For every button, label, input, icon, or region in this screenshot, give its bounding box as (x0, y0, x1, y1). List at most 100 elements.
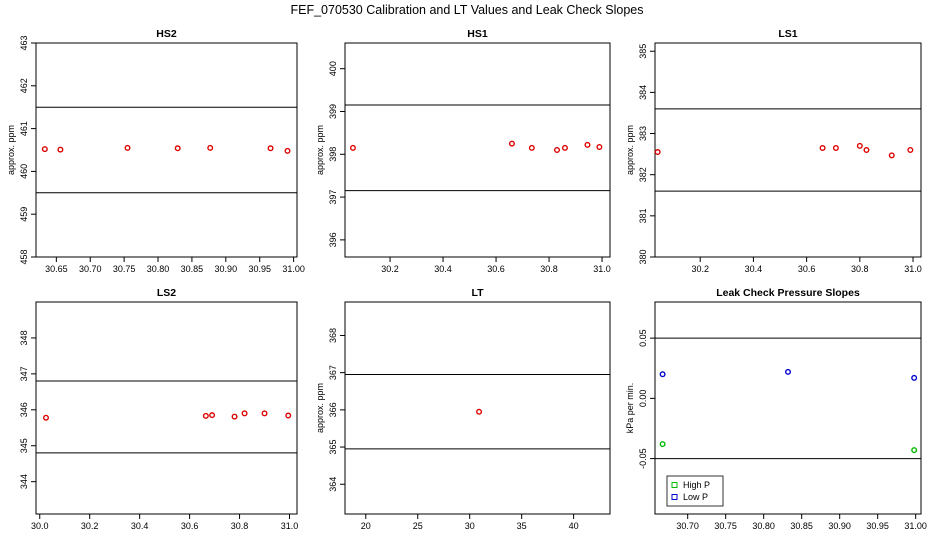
panel-ls2-point-0-6 (285, 412, 292, 419)
panel-hs2-point-0-6 (284, 147, 291, 154)
panel-hs1-point-0-2 (528, 144, 535, 151)
panel-leak-check-pressure-slopes-legend: High P Low P (666, 475, 724, 507)
panel-ls2-point-0-3 (231, 413, 238, 420)
panel-ls2-title: LS2 (157, 287, 176, 299)
panel-ls1-xtick-label-1: 30.4 (745, 264, 763, 274)
panel-hs1: HS1 30.2 30.4 30.6 30.8 31.0 396 397 398 399 400 ap… (315, 28, 611, 274)
panel-hs2-xtick-label-5: 30.90 (215, 264, 238, 274)
panel-ls2-ytick-label-2: 346 (19, 402, 29, 417)
panel-hs2-xtick-label-1: 30.70 (79, 264, 102, 274)
panel-ls2-xtick-label-5: 31.0 (281, 521, 299, 531)
panel-hs1-ytick-label-3: 399 (328, 104, 338, 119)
panel-ls1-xtick-label-4: 31.0 (904, 264, 922, 274)
panel-leak-check-pressure-slopes-legend-label-1: Low P (683, 492, 708, 502)
panel-hs2-ytick-label-1: 459 (19, 207, 29, 222)
panel-leak-check-pressure-slopes-legend-box (666, 475, 724, 507)
panel-ls1-point-0-0 (654, 149, 661, 156)
panel-lt-ytick-label-0: 364 (328, 477, 338, 492)
panel-ls1-xtick-label-0: 30.2 (691, 264, 709, 274)
panel-hs1-point-0-3 (554, 146, 561, 153)
panel-ls1-ytick-label-3: 383 (638, 126, 648, 141)
panel-ls2-point-0-1 (202, 412, 209, 419)
panel-hs1-frame (344, 42, 611, 258)
panel-ls2-xtick-label-2: 30.4 (131, 521, 149, 531)
panel-leak-check-pressure-slopes-point-1-0 (659, 371, 666, 378)
panel-ls1-xtick-label-3: 30.8 (851, 264, 869, 274)
panel-hs2-xtick-label-0: 30.65 (45, 264, 68, 274)
panel-hs1-point-0-5 (584, 141, 591, 148)
panel-hs1-point-0-4 (561, 144, 568, 151)
panel-hs2-title: HS2 (156, 28, 177, 40)
panel-hs2-ytick-label-5: 463 (19, 35, 29, 50)
panel-lt-xtick-label-1: 25 (413, 521, 423, 531)
panel-ls1-frame (654, 42, 922, 258)
panel-leak-check-pressure-slopes-xtick-label-6: 31.00 (904, 521, 927, 531)
panel-ls1-point-0-6 (907, 146, 914, 153)
panel-ls2-point-0-5 (261, 410, 268, 417)
panel-ls1-point-0-2 (832, 144, 839, 151)
panel-lt-frame (344, 301, 611, 515)
panel-hs1-ytick-label-4: 400 (328, 61, 338, 76)
panel-lt-ylabel: approx. ppm (315, 383, 325, 433)
panel-lt-point-0-0 (476, 408, 483, 415)
panel-lt-xtick-label-0: 20 (361, 521, 371, 531)
panel-leak-check-pressure-slopes-ylabel: kPa per min. (625, 383, 635, 434)
panel-hs1-xtick-label-1: 30.4 (434, 264, 452, 274)
panel-lt-title: LT (471, 287, 484, 299)
panel-lt-ytick-label-2: 366 (328, 402, 338, 417)
panel-lt: LT 20 25 30 35 40 364 365 366 367 368 approx. ppm (315, 287, 611, 531)
panel-hs1-xtick-label-3: 30.8 (540, 264, 558, 274)
panel-hs2-point-0-2 (124, 144, 131, 151)
page-title: FEF_070530 Calibration and LT Values and… (290, 3, 643, 17)
panel-hs2-point-0-5 (267, 145, 274, 152)
panel-leak-check-pressure-slopes-xtick-label-0: 30.70 (676, 521, 699, 531)
panel-ls1-ytick-label-4: 384 (638, 85, 648, 100)
panel-ls1-xtick-label-2: 30.6 (798, 264, 816, 274)
panel-ls2-point-0-0 (42, 414, 49, 421)
panel-leak-check-pressure-slopes-point-1-2 (911, 374, 918, 381)
panel-ls2-xtick-label-3: 30.6 (181, 521, 199, 531)
panel-leak-check-pressure-slopes-point-0-1 (911, 447, 918, 454)
panel-ls2-ytick-label-1: 345 (19, 438, 29, 453)
panel-ls2-xtick-label-4: 30.8 (231, 521, 249, 531)
panel-hs2-xtick-label-4: 30.85 (181, 264, 204, 274)
panel-hs1-ylabel: approx. ppm (315, 125, 325, 175)
panel-hs1-point-0-1 (508, 140, 515, 147)
panel-lt-ytick-label-3: 367 (328, 365, 338, 380)
panel-leak-check-pressure-slopes-title: Leak Check Pressure Slopes (716, 287, 860, 299)
panel-hs2-point-0-4 (207, 144, 214, 151)
panel-hs2-ytick-label-2: 460 (19, 164, 29, 179)
panel-ls1-point-0-1 (819, 144, 826, 151)
panel-hs2-ytick-label-4: 462 (19, 78, 29, 93)
panel-ls1-ytick-label-5: 385 (638, 44, 648, 59)
panel-ls1-point-0-5 (888, 152, 895, 159)
panel-ls1-ylabel: approx. ppm (625, 125, 635, 175)
panel-hs1-xtick-label-0: 30.2 (381, 264, 399, 274)
panel-ls1-title: LS1 (778, 28, 797, 40)
panel-leak-check-pressure-slopes-ytick-label-1: 0.00 (638, 390, 648, 408)
panel-leak-check-pressure-slopes-xtick-label-3: 30.85 (790, 521, 813, 531)
panel-hs2-point-0-1 (57, 146, 64, 153)
panel-hs1-point-0-6 (596, 144, 603, 151)
panel-lt-xtick-label-2: 30 (465, 521, 475, 531)
panel-leak-check-pressure-slopes-frame (654, 301, 922, 515)
panel-hs2-xtick-label-7: 31.00 (282, 264, 305, 274)
panel-ls1-point-0-4 (863, 146, 870, 153)
panel-leak-check-pressure-slopes-xtick-label-4: 30.90 (828, 521, 851, 531)
panel-hs1-title: HS1 (467, 28, 488, 40)
panel-ls2-point-0-4 (241, 410, 248, 417)
panel-ls2-ytick-label-0: 344 (19, 474, 29, 489)
panel-hs2-xtick-label-6: 30.95 (248, 264, 271, 274)
panel-leak-check-pressure-slopes-ytick-label-2: 0.05 (638, 329, 648, 347)
panel-lt-xtick-label-3: 35 (517, 521, 527, 531)
panel-hs1-xtick-label-2: 30.6 (487, 264, 505, 274)
panel-hs1-ytick-label-1: 397 (328, 190, 338, 205)
panel-hs1-ytick-label-0: 396 (328, 232, 338, 247)
panel-leak-check-pressure-slopes: Leak Check Pressure Slopes 30.70 30.75 30.8… (625, 287, 927, 531)
panel-hs2-ytick-label-3: 461 (19, 121, 29, 136)
panel-lt-xtick-label-4: 40 (569, 521, 579, 531)
panel-ls2-ytick-label-4: 348 (19, 330, 29, 345)
panel-leak-check-pressure-slopes-legend-label-0: High P (683, 480, 710, 490)
panel-leak-check-pressure-slopes-legend-swatch-1 (671, 494, 678, 500)
panel-leak-check-pressure-slopes-point-0-0 (659, 441, 666, 448)
